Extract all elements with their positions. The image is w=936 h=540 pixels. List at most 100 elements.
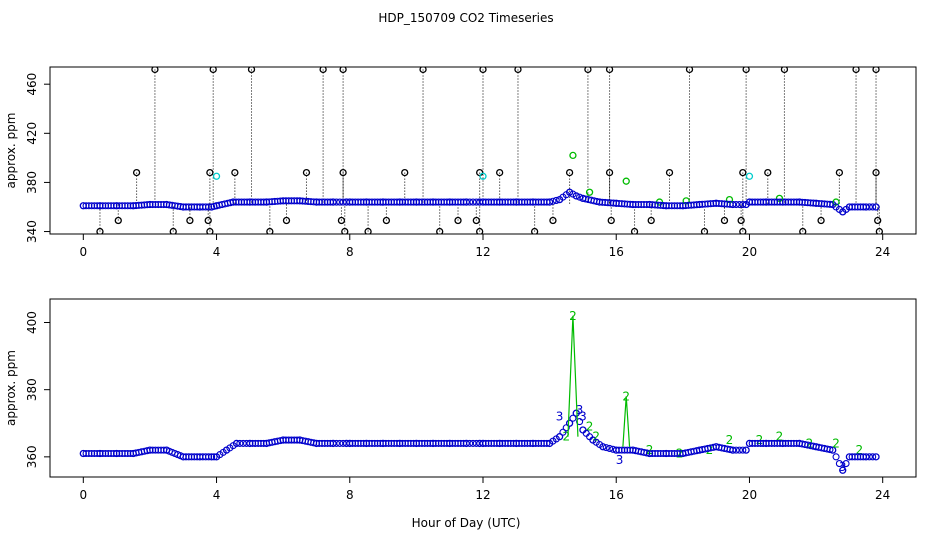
co2-blue-trace-point <box>307 198 315 206</box>
co2-blue-trace-point <box>856 203 865 211</box>
co2-blue-trace-point <box>540 198 548 206</box>
co2-blue-trace-point <box>157 200 165 209</box>
co2-blue-trace-point <box>576 193 584 201</box>
co2-blue-trace-point <box>332 439 340 447</box>
x-tick-label: 20 <box>742 488 757 502</box>
y-tick-label: 380 <box>25 378 39 401</box>
co2-blue-trace-point <box>739 200 747 209</box>
co2-blue-trace-point <box>523 198 531 206</box>
co2-blue-trace-point <box>640 448 648 456</box>
co2-blue-labels-label: 3 <box>616 453 624 467</box>
co2-blue-trace-point <box>336 439 344 447</box>
outliers-mid-point <box>872 168 880 177</box>
co2-blue-trace-point <box>229 442 237 450</box>
co2-blue-trace-point <box>357 439 365 447</box>
co2-blue-trace-point <box>457 198 465 206</box>
outliers-low-point <box>739 227 747 234</box>
outliers-low-point <box>364 227 372 234</box>
outliers-high-point <box>605 67 614 74</box>
co2-blue-trace-point <box>773 439 781 447</box>
x-tick-label: 0 <box>79 488 87 502</box>
y-tick-label: 340 <box>25 220 39 243</box>
outliers-low-point <box>720 216 729 225</box>
outliers-mid-point <box>302 168 311 177</box>
co2-blue-trace-point <box>832 453 840 461</box>
y-tick-label: 460 <box>25 73 39 96</box>
outliers-low-point <box>607 216 615 225</box>
co2-blue-point <box>872 203 880 211</box>
outliers-mid-point <box>739 168 747 177</box>
outliers-high-point <box>780 67 789 74</box>
co2-green-label: 2 <box>646 443 654 457</box>
co2-blue-trace-point <box>202 453 210 461</box>
co2-blue-trace-point <box>332 198 340 206</box>
co2-blue-trace-point <box>124 449 132 458</box>
co2-blue-trace-point <box>469 439 477 447</box>
co2-blue-trace-point <box>373 198 382 206</box>
co2-blue-trace-point <box>865 203 873 211</box>
co2-green-label: 2 <box>676 446 684 460</box>
co2-blue-trace-point <box>559 428 567 436</box>
outliers-low-point <box>875 227 884 234</box>
co2-blue-trace-point <box>240 198 248 206</box>
outliers-high-point <box>339 67 347 74</box>
co2-blue-trace-point <box>842 205 850 213</box>
outliers-low-point <box>472 216 480 225</box>
co2-blue-trace-point <box>466 198 474 206</box>
co2-blue-trace-point <box>869 203 877 211</box>
outliers-high-point <box>151 67 159 74</box>
co2-green-label: 2 <box>586 420 594 434</box>
co2-blue-trace-point <box>307 438 315 446</box>
co2-blue-trace-point <box>596 440 604 449</box>
co2-blue-trace-point <box>826 446 834 454</box>
outliers-mid-point <box>605 168 614 177</box>
co2-blue-trace-point <box>407 439 415 447</box>
outliers-low-point <box>799 227 807 234</box>
co2-blue-trace-point <box>865 453 873 461</box>
outliers-low-point <box>341 227 349 234</box>
co2-green-spike <box>622 396 631 447</box>
co2-blue-trace-point <box>543 439 551 447</box>
co2-blue-trace-point <box>90 202 98 210</box>
co2-green-label: 2 <box>776 430 784 444</box>
x-axis-label: Hour of Day (UTC) <box>412 516 521 530</box>
outliers-high-point <box>479 67 487 74</box>
outliers-low-point <box>700 227 709 234</box>
x-tick-label: 12 <box>475 245 490 259</box>
outliers-mid-point <box>764 168 772 177</box>
co2-blue-trace-point <box>757 439 765 447</box>
x-tick-label: 20 <box>742 245 757 259</box>
co2-cyan-point <box>212 172 221 180</box>
outliers-high-point <box>852 67 860 74</box>
y-tick-label: 360 <box>25 445 39 468</box>
co2-blue-trace-point <box>723 200 731 208</box>
co2-blue-trace-point <box>224 199 232 207</box>
co2-blue-trace-point <box>507 439 515 447</box>
outliers-mid-point <box>565 168 574 177</box>
co2-blue-trace-point <box>469 198 477 206</box>
y-tick-label: 420 <box>25 122 39 145</box>
outliers-mid-point <box>835 168 844 177</box>
co2-blue-trace-point <box>707 200 715 208</box>
co2-blue-trace-point <box>472 439 480 447</box>
co2-blue-trace-point <box>90 449 98 458</box>
co2-green-label: 2 <box>856 443 864 457</box>
outliers-low-point <box>204 216 212 225</box>
co2-blue-trace-point <box>586 433 594 441</box>
co2-blue-trace-point <box>440 439 448 447</box>
co2-blue-labels-label: 3 <box>839 460 847 474</box>
co2-blue-trace-point <box>257 198 265 206</box>
co2-blue-trace-point <box>523 439 531 447</box>
outliers-low-point <box>530 227 539 234</box>
co2-green-point <box>585 188 594 196</box>
co2-blue-trace-point <box>806 199 815 207</box>
x-tick-label: 0 <box>79 245 87 259</box>
co2-blue-trace-point <box>826 200 834 208</box>
co2-blue-labels-label: 3 <box>556 410 564 424</box>
co2-blue-trace-point <box>357 198 365 206</box>
co2-cyan-point <box>745 172 754 180</box>
co2-blue-trace-point <box>707 444 715 452</box>
co2-blue-trace-point <box>773 198 781 206</box>
co2-blue-trace-point <box>790 198 798 206</box>
